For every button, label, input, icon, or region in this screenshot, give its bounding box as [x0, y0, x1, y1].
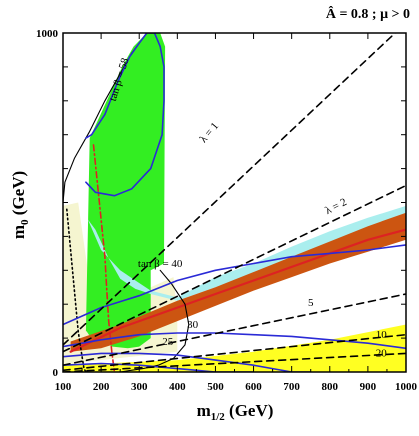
black-dotted — [66, 208, 87, 372]
y-axis-title: m0 (GeV) — [9, 171, 31, 239]
chart-lines — [63, 33, 406, 372]
curve-annotation: 20 — [376, 348, 388, 360]
dashed-tanb10 — [63, 333, 406, 372]
curve-annotation: 5 — [308, 297, 314, 309]
dashed-tanb20 — [63, 352, 406, 372]
chart-title: Â = 0.8 ; μ > 0 — [326, 5, 410, 22]
axis-ticks: 100 200 300 400 500 600 700 800 900 1000 0 1000 — [36, 28, 418, 393]
x-tick-label: 300 — [131, 381, 148, 393]
red-dashdot — [92, 144, 116, 372]
x-tick-label: 500 — [207, 381, 224, 393]
blue-tanb30 — [63, 332, 406, 350]
curve-annotation: 25 — [162, 336, 174, 348]
x-tick-label: 900 — [360, 381, 377, 393]
x-tick-label: 800 — [322, 381, 339, 393]
x-axis-title: m1/2 (GeV) — [197, 401, 274, 423]
x-tick-label: 400 — [169, 381, 186, 393]
blue-tanb58 — [85, 33, 165, 197]
yellow-region — [63, 324, 406, 372]
curve-annotation: 10 — [376, 329, 388, 341]
dashed-tanb5 — [63, 293, 406, 367]
black-solid-contour — [63, 269, 190, 372]
red-line — [69, 228, 406, 353]
y-tick-label: 1000 — [36, 28, 59, 40]
brown-band — [70, 212, 406, 352]
y-tick-label: 0 — [53, 367, 59, 379]
curve-annotation: 30 — [187, 319, 199, 331]
x-tick-label: 1000 — [395, 381, 418, 393]
x-tick-label: 600 — [245, 381, 262, 393]
blue-tanb25 — [63, 352, 312, 372]
curve-annotation: tan β = 40 — [138, 258, 183, 270]
dashed-lambda2 — [63, 184, 406, 353]
dashed-lambda1 — [63, 33, 397, 346]
x-tick-label: 700 — [283, 381, 300, 393]
blue-tanb40 — [63, 244, 406, 326]
x-tick-label: 100 — [55, 381, 72, 393]
x-tick-label: 200 — [93, 381, 110, 393]
